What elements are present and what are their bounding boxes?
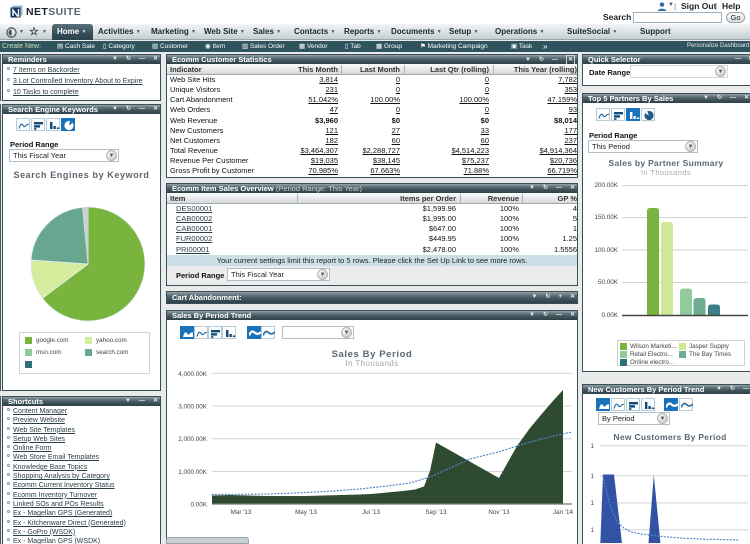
svg-text:1: 1 bbox=[590, 527, 594, 534]
svg-text:0.00K: 0.00K bbox=[191, 502, 208, 509]
svg-text:1,000.00K: 1,000.00K bbox=[178, 469, 208, 476]
svg-text:Nov '13: Nov '13 bbox=[488, 509, 510, 516]
svg-text:3,000.00K: 3,000.00K bbox=[178, 404, 208, 411]
svg-text:Sep '13: Sep '13 bbox=[425, 509, 447, 516]
svg-text:1: 1 bbox=[590, 443, 594, 450]
svg-text:1: 1 bbox=[590, 473, 594, 480]
svg-text:Jan '14: Jan '14 bbox=[553, 509, 574, 516]
svg-text:Jul '13: Jul '13 bbox=[362, 509, 381, 516]
svg-text:1: 1 bbox=[590, 500, 594, 507]
svg-text:Mar '13: Mar '13 bbox=[231, 509, 252, 516]
svg-text:4,000.00K: 4,000.00K bbox=[178, 371, 208, 378]
svg-text:May '13: May '13 bbox=[295, 509, 317, 516]
svg-text:2,000.00K: 2,000.00K bbox=[178, 436, 208, 443]
